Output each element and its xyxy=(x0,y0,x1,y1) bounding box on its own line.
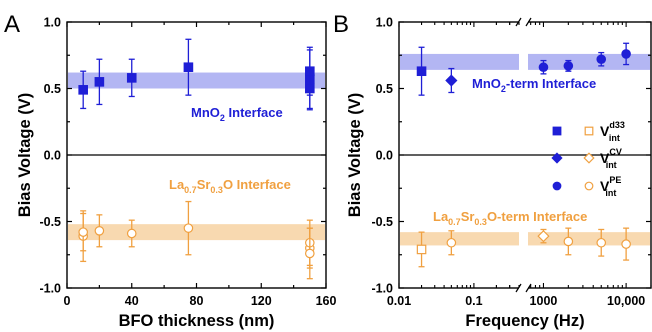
panel-a-series-1-point-7 xyxy=(305,248,315,259)
panel-a-ytick-label: -1.0 xyxy=(39,282,61,296)
panel-b-axis-break-mark xyxy=(525,17,532,27)
legend-marker-open-d33 xyxy=(584,126,594,136)
panel-b-chart: -1.0 -0.5 0.0 0.5 1.0 0.01 0.1 1000 10,000 MnO2-t… xyxy=(346,16,652,330)
panel-b-band-0-left xyxy=(400,53,519,70)
panel-b-ylabel: Bias Voltage (V) xyxy=(346,93,364,217)
panel-b-axis-break-gap xyxy=(519,284,528,292)
panel-b-series-0-point-0 xyxy=(416,66,427,77)
panel-a-chart: -1.0 -0.5 0.0 0.5 1.0 0 40 80 120 160 MnO2 Interfa… xyxy=(16,16,336,331)
panel-a-series-0-point-2 xyxy=(126,73,137,83)
panel-b-ytick-label: 0.0 xyxy=(376,149,393,163)
panel-b-series-2-point-3 xyxy=(621,49,631,59)
panel-b-band-0-right xyxy=(528,53,650,70)
panel-a-xtick-label: 120 xyxy=(251,294,272,308)
panel-a-series-1-point-1 xyxy=(78,227,88,237)
panel-b-ytick-label: 0.5 xyxy=(376,82,393,96)
legend-marker-filled-CV xyxy=(551,152,563,164)
panel-a-annotation-lso: La0.7Sr0.3O Interface xyxy=(169,177,291,195)
panel-a-ytick-label: 1.0 xyxy=(44,16,61,30)
panel-a-series-0-point-6 xyxy=(305,83,315,94)
panel-a-series-0-point-1 xyxy=(94,77,105,87)
panel-letter-a: A xyxy=(4,11,20,38)
panel-a-ytick-label: 0.5 xyxy=(44,82,61,96)
panel-b-series-5-point-3 xyxy=(621,239,631,249)
panel-b-xtick-label: 1000 xyxy=(530,294,558,308)
panel-b-annotation-lso: La0.7Sr0.3O-term Interface xyxy=(433,209,587,227)
panel-b-band-1-left xyxy=(400,232,519,246)
panel-b-series-5-point-2 xyxy=(596,237,607,248)
panel-b-series-2-point-1 xyxy=(563,61,574,71)
legend-marker-filled-PE xyxy=(552,181,562,191)
panel-b-ytick-label: -0.5 xyxy=(371,215,393,229)
panel-b-series-2-point-0 xyxy=(538,62,549,73)
panel-a-ytick-label: 0.0 xyxy=(44,149,61,163)
legend-label-d33: Vd33 int xyxy=(600,120,625,143)
panel-a-xlabel: BFO thickness (nm) xyxy=(119,312,275,330)
panel-b-annotation-mno2: MnO2-term Interface xyxy=(472,76,596,94)
panel-b-xlabel: Frequency (Hz) xyxy=(465,312,584,330)
legend-label-PE: VPE int xyxy=(600,175,621,198)
panel-a-band-0 xyxy=(68,72,325,89)
panel-a-series-1-point-4 xyxy=(183,223,194,233)
panel-a-series-1-point-3 xyxy=(126,228,137,239)
panel-b-ytick-label: 1.0 xyxy=(376,16,393,30)
panel-a-series-0-point-3 xyxy=(183,62,194,73)
panel-a-xtick-label: 160 xyxy=(316,294,337,308)
panel-b-xtick-label: 0.1 xyxy=(465,294,482,308)
panel-b-xtick-label: 0.01 xyxy=(387,294,411,308)
panel-b-series-3-point-0 xyxy=(416,244,427,255)
legend-marker-open-CV xyxy=(583,152,595,164)
panel-a-ytick-label: -0.5 xyxy=(39,215,61,229)
legend-label-CV: VCV int xyxy=(600,147,622,170)
panel-b-band-1-right xyxy=(528,232,650,246)
legend-marker-open-PE xyxy=(584,181,594,191)
panel-b-series-5-point-0 xyxy=(446,237,457,248)
panel-a-ylabel: Bias Voltage (V) xyxy=(16,93,34,217)
panel-a-xtick-label: 80 xyxy=(190,294,204,308)
legend-marker-filled-d33 xyxy=(552,126,562,136)
panel-b-xtick-label: 10,000 xyxy=(607,294,645,308)
panel-a-xtick-label: 40 xyxy=(125,294,139,308)
panel-b-series-4-point-0 xyxy=(537,230,550,243)
panel-letter-b: B xyxy=(333,11,349,38)
panel-b-series-1-point-0 xyxy=(445,74,458,87)
panel-a-series-0-point-0 xyxy=(78,85,88,95)
panel-b-axis-break-gap xyxy=(519,18,528,26)
panel-a-series-1-point-2 xyxy=(94,226,105,236)
panel-b-series-2-point-2 xyxy=(596,54,607,65)
panel-b-series-5-point-1 xyxy=(563,236,574,247)
panel-a-xtick-label: 0 xyxy=(64,294,71,308)
panel-a-band-1 xyxy=(68,224,325,241)
panel-b-ytick-label: -1.0 xyxy=(371,282,393,296)
panel-a-annotation-mno2: MnO2 Interface xyxy=(191,105,283,123)
